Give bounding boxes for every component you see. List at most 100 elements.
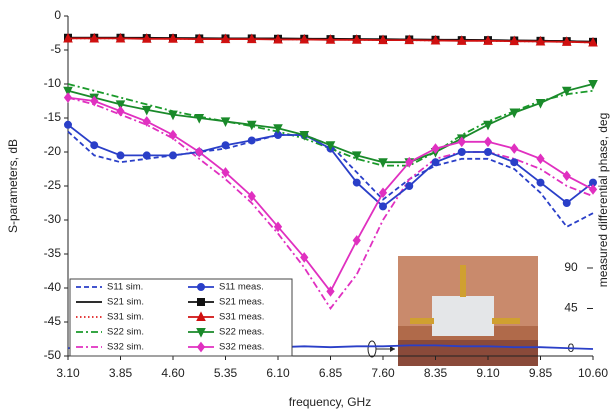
marker xyxy=(168,110,178,121)
x-tick-label: 5.35 xyxy=(214,366,238,380)
marker xyxy=(352,235,361,246)
marker xyxy=(221,141,230,150)
marker xyxy=(325,34,336,44)
marker xyxy=(536,153,545,165)
marker xyxy=(325,141,336,151)
x-tick-label: 8.35 xyxy=(424,366,448,380)
marker xyxy=(378,158,388,168)
y-tick-label: -30 xyxy=(44,212,62,226)
marker xyxy=(63,86,73,97)
y-tick-label: -35 xyxy=(44,246,62,260)
photo-connector xyxy=(460,265,466,297)
marker xyxy=(483,136,493,148)
x-tick-label: 3.10 xyxy=(56,366,80,380)
x-tick-label: 9.10 xyxy=(476,366,500,380)
marker xyxy=(168,129,178,141)
y-tick-label: -45 xyxy=(44,314,62,328)
marker xyxy=(142,116,151,127)
y2-tick-label: 45 xyxy=(564,301,578,315)
x-tick-label: 4.60 xyxy=(161,366,185,380)
marker xyxy=(194,33,205,44)
marker xyxy=(195,146,204,158)
marker xyxy=(116,151,125,160)
marker xyxy=(457,148,466,156)
photo-board xyxy=(432,296,494,336)
series-line xyxy=(67,96,594,310)
marker xyxy=(456,35,467,45)
marker xyxy=(351,151,362,162)
marker xyxy=(431,143,440,154)
marker xyxy=(220,117,231,128)
marker xyxy=(247,136,256,145)
x-tick-label: 10.60 xyxy=(578,366,608,380)
marker xyxy=(588,36,598,47)
photo-ruler xyxy=(398,340,538,366)
marker xyxy=(115,100,126,111)
marker xyxy=(141,105,152,116)
legend-label: S21 meas. xyxy=(219,297,264,308)
marker xyxy=(326,286,335,297)
marker xyxy=(63,92,73,103)
legend-label: S22 sim. xyxy=(107,327,144,338)
photo-connector xyxy=(492,318,520,324)
x-tick-label: 7.60 xyxy=(371,366,395,380)
marker xyxy=(64,120,72,129)
marker xyxy=(431,158,440,167)
marker xyxy=(168,33,178,43)
y-tick-label: -40 xyxy=(44,280,62,294)
marker xyxy=(483,120,493,131)
marker xyxy=(509,108,520,119)
marker xyxy=(90,141,99,150)
legend-label: S32 sim. xyxy=(107,342,144,353)
y-tick-label: -25 xyxy=(44,178,62,192)
phase-arrow-head xyxy=(390,346,395,352)
marker xyxy=(169,151,177,160)
marker xyxy=(483,35,493,45)
marker xyxy=(379,202,387,211)
marker xyxy=(247,190,256,202)
marker xyxy=(484,148,492,156)
marker xyxy=(221,167,230,178)
marker xyxy=(196,311,206,321)
inset-photo xyxy=(398,256,538,366)
phase-marker xyxy=(367,340,377,358)
marker xyxy=(535,35,546,46)
marker xyxy=(115,32,126,43)
marker xyxy=(197,298,205,306)
y-tick-label: -50 xyxy=(44,348,62,362)
legend-label: S11 meas. xyxy=(219,282,264,293)
marker xyxy=(535,99,546,109)
x-tick-label: 9.85 xyxy=(529,366,553,380)
y-axis-title: S-parameters, dB xyxy=(6,139,20,233)
marker xyxy=(510,158,519,167)
marker xyxy=(220,33,231,44)
marker xyxy=(588,184,598,195)
marker xyxy=(405,182,414,190)
marker xyxy=(196,328,206,338)
legend-label: S32 meas. xyxy=(219,342,264,353)
x-tick-label: 6.10 xyxy=(266,366,290,380)
y-tick-label: -15 xyxy=(44,110,62,124)
marker xyxy=(562,199,571,207)
y-tick-label: -20 xyxy=(44,144,62,158)
marker xyxy=(246,33,257,44)
marker xyxy=(273,221,283,233)
x-tick-label: 6.85 xyxy=(319,366,343,380)
marker xyxy=(141,33,152,43)
marker xyxy=(196,341,206,353)
photo-connector xyxy=(410,318,434,324)
legend-label: S22 meas. xyxy=(219,327,264,338)
marker xyxy=(351,34,362,44)
marker xyxy=(89,32,100,43)
marker xyxy=(509,35,520,46)
marker xyxy=(378,34,388,45)
marker xyxy=(588,80,598,90)
marker xyxy=(246,120,257,131)
marker xyxy=(299,131,310,141)
marker xyxy=(273,33,283,44)
y2-axis-title: measured differential phase, deg xyxy=(596,113,610,288)
marker xyxy=(63,32,73,43)
legend-label: S11 sim. xyxy=(107,282,143,293)
marker xyxy=(90,95,99,107)
marker xyxy=(352,178,361,187)
